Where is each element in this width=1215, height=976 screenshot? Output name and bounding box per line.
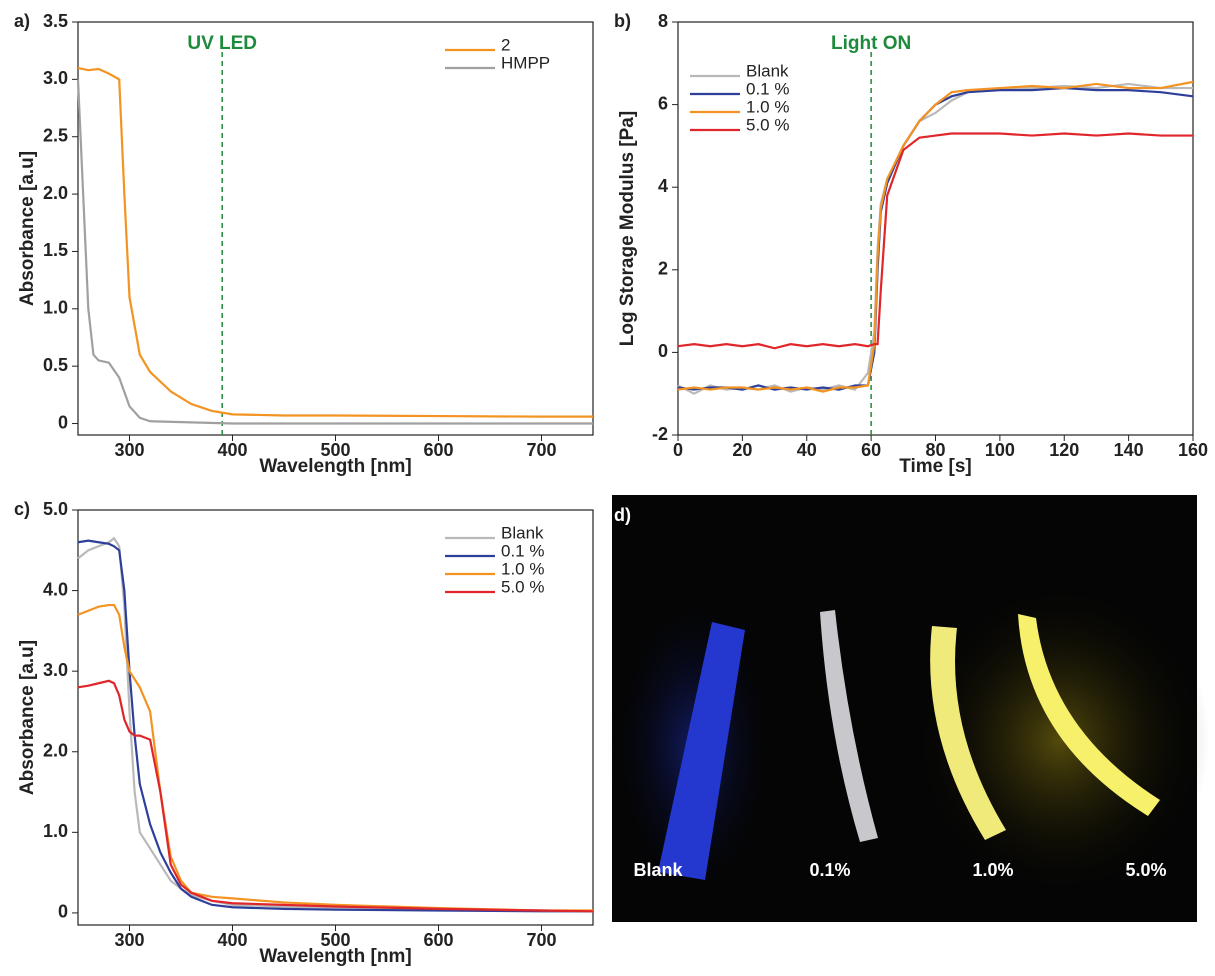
y-tick-label: 0 [658,341,668,361]
x-axis-title: Time [s] [899,456,972,477]
legend-label: 1.0 % [746,97,789,116]
x-axis-title: Wavelength [nm] [259,456,411,477]
photo-caption: Blank [633,860,683,880]
sample-10 [930,626,1006,840]
x-tick-label: 160 [1178,440,1208,460]
x-tick-label: 400 [217,930,247,950]
x-tick-label: 300 [114,440,144,460]
legend-label: 5.0 % [746,115,789,134]
legend-label: 2 [501,35,510,54]
y-tick-label: 0 [58,902,68,922]
panel-label: a) [14,11,30,31]
legend-label: 1.0 % [501,559,544,578]
x-tick-label: 40 [797,440,817,460]
y-tick-label: 8 [658,11,668,31]
series-line [77,539,593,913]
y-tick-label: 2.0 [43,183,68,203]
x-tick-label: 60 [861,440,881,460]
y-tick-label: 1.5 [43,240,68,260]
x-tick-label: 500 [320,930,350,950]
y-tick-label: 3.5 [43,11,68,31]
y-tick-label: 0.5 [43,355,68,375]
series-line [77,603,593,912]
y-tick-label: 2 [658,259,668,279]
series-line [77,679,594,913]
legend-label: Blank [746,61,789,80]
x-tick-label: 400 [217,440,247,460]
y-tick-label: 2.5 [43,125,68,145]
y-axis-title: Absorbance [a.u] [17,151,38,306]
series-line [677,80,1194,393]
x-tick-label: 20 [732,440,752,460]
x-tick-label: 100 [985,440,1015,460]
y-axis-title: Absorbance [a.u] [17,640,38,795]
photo-caption: 1.0% [972,860,1013,880]
x-tick-label: 0 [673,440,683,460]
y-tick-label: 3.0 [43,660,68,680]
series-line [77,536,594,913]
y-tick-label: 3.0 [43,68,68,88]
x-tick-label: 80 [925,440,945,460]
x-tick-label: 600 [423,440,453,460]
series-line [677,132,1193,350]
photo-caption: 0.1% [809,860,850,880]
y-tick-label: 4.0 [43,579,68,599]
y-tick-label: 0 [58,412,68,432]
sample-blank [658,622,745,880]
photo-caption: 5.0% [1125,860,1166,880]
photo-panel: d) Blank 0.1% 1.0% 5.0% [608,495,1210,922]
panel-label: c) [14,499,30,519]
annotation: Light ON [831,33,911,54]
x-tick-label: 700 [526,440,556,460]
y-tick-label: -2 [652,424,668,444]
y-tick-label: 4 [658,176,668,196]
legend-label: HMPP [501,53,550,72]
legend-label: 0.1 % [746,79,789,98]
x-axis-title: Wavelength [nm] [259,946,411,967]
y-tick-label: 6 [658,93,668,113]
x-tick-label: 120 [1049,440,1079,460]
legend-label: Blank [501,523,544,542]
y-tick-label: 1.0 [43,821,68,841]
y-tick-label: 1.0 [43,298,68,318]
plot-frame [77,21,594,436]
series-line [77,66,593,418]
x-tick-label: 700 [526,930,556,950]
panel-label: d) [614,505,631,525]
series-line [76,79,593,425]
sample-50 [1018,614,1160,816]
y-axis-title: Log Storage Modulus [Pa] [617,111,638,346]
sample-01 [820,610,878,842]
y-tick-label: 2.0 [43,740,68,760]
legend-label: 0.1 % [501,541,544,560]
x-tick-label: 140 [1114,440,1144,460]
legend-label: 5.0 % [501,577,544,596]
y-tick-label: 5.0 [43,499,68,519]
x-tick-label: 300 [114,930,144,950]
x-tick-label: 600 [423,930,453,950]
x-tick-label: 500 [320,440,350,460]
panel-label: b) [614,11,631,31]
annotation: UV LED [187,33,257,54]
